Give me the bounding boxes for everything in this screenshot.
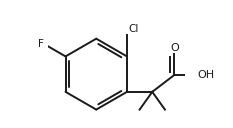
Text: O: O: [170, 43, 179, 53]
Text: F: F: [38, 39, 44, 49]
Text: Cl: Cl: [128, 24, 139, 34]
Text: OH: OH: [198, 70, 215, 80]
